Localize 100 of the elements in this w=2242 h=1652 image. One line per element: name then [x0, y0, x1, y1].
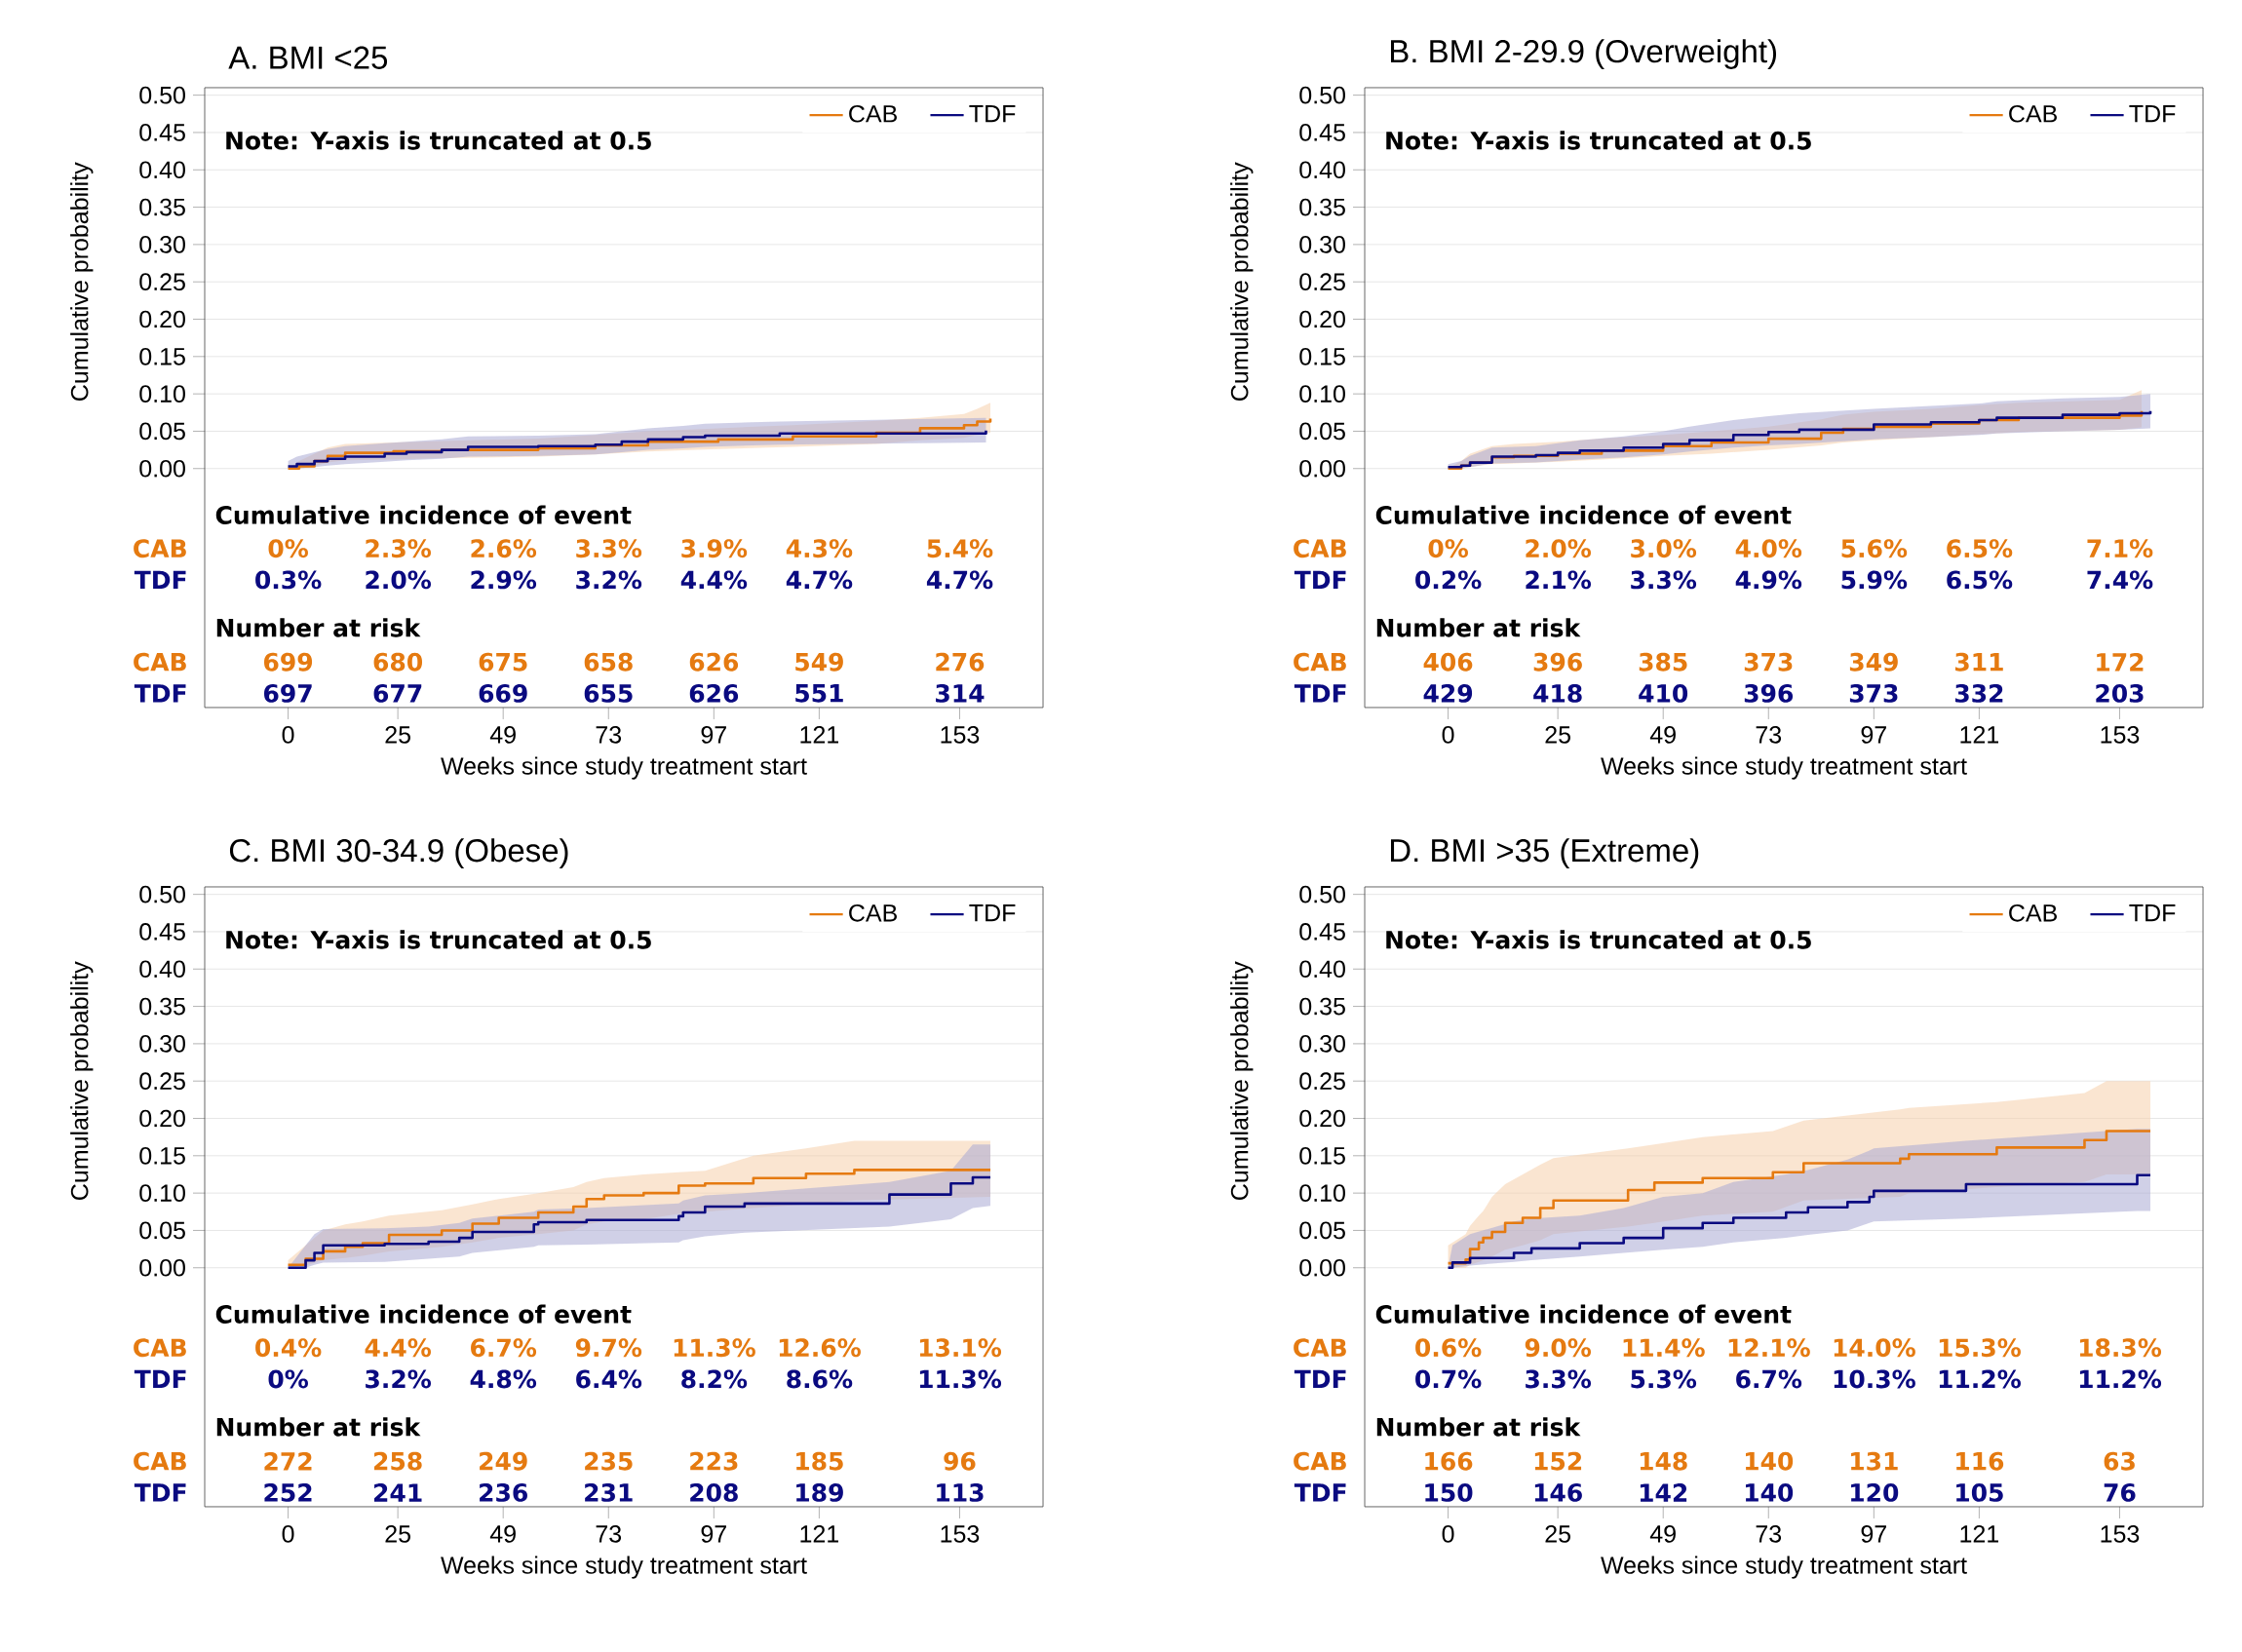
y-tick-label: 0.50 [1299, 885, 1345, 903]
annotation: 0.7% [1415, 1369, 1482, 1389]
y-tick-label: 0.50 [139, 86, 185, 104]
annotation: 396 [1744, 683, 1794, 703]
annotation: 12.1% [1728, 1338, 1810, 1358]
y-tick-label: 0.30 [139, 236, 185, 253]
annotation: 4.3% [786, 539, 853, 558]
annotation: 241 [374, 1483, 422, 1502]
text: TDF [134, 1483, 186, 1502]
text: TDF [1294, 684, 1346, 703]
annotation: 6.7% [471, 1338, 537, 1358]
annotation: 9.0% [1525, 1338, 1592, 1358]
annotation: Cumulative incidence of event [1375, 505, 1792, 524]
y-tick-label: 0.10 [1299, 385, 1345, 403]
text: TDF [1294, 570, 1346, 590]
x-tick-label: 153 [2101, 1525, 2140, 1543]
annotation: 11.3% [674, 1338, 755, 1358]
annotation: 63 [2104, 1451, 2135, 1471]
annotation: 4.8% [470, 1369, 537, 1389]
annotation: 11.2% [2079, 1369, 2162, 1389]
annotation: 5.3% [1631, 1369, 1697, 1389]
x-tick-label: 73 [1756, 1525, 1782, 1543]
y-axis-title: Cumulative probability [70, 961, 94, 1200]
annotation: 0% [268, 1369, 308, 1389]
annotation: 8.6% [787, 1369, 853, 1389]
x-tick-label: 0 [282, 1525, 294, 1543]
annotation: 203 [2096, 683, 2144, 703]
text: CAB [134, 1338, 186, 1358]
y-tick-label: 0.15 [139, 347, 185, 365]
annotation: 140 [1745, 1451, 1794, 1471]
annotation: Cumulative incidence of event [215, 505, 632, 524]
x-axis-title: Weeks since study treatment start [441, 1556, 807, 1579]
x-axis-title: Weeks since study treatment start [441, 756, 807, 780]
x-tick-label: 25 [1545, 726, 1570, 744]
annotation: 697 [264, 683, 312, 703]
x-axis-title: Weeks since study treatment start [1601, 756, 1967, 780]
annotation: 373 [1744, 652, 1793, 672]
x-tick-label: 73 [596, 1525, 622, 1543]
legend-label: TDF [969, 105, 1016, 123]
annotation: 4.4% [365, 1338, 432, 1358]
annotation: 13.1% [919, 1338, 1002, 1358]
annotation: 0.3% [255, 570, 322, 590]
y-tick-label: 0.25 [1299, 1072, 1345, 1091]
annotation: 349 [1849, 652, 1898, 672]
annotation: 669 [479, 683, 527, 703]
x-tick-label: 49 [1649, 1525, 1676, 1543]
annotation: 4.9% [1735, 570, 1802, 590]
x-tick-label: 49 [489, 726, 516, 744]
annotation: 3.3% [1631, 570, 1697, 590]
text: TDF [134, 684, 186, 703]
annotation: 116 [1956, 1451, 2004, 1471]
annotation: 276 [936, 652, 985, 672]
x-tick-label: 153 [941, 1525, 980, 1543]
legend-label: CAB [2009, 104, 2057, 123]
annotation: Note: Y-axis is truncated at 0.5 [226, 131, 651, 150]
annotation: 142 [1640, 1483, 1687, 1502]
text: TDF [134, 570, 186, 590]
annotation: 166 [1425, 1451, 1473, 1471]
y-tick-label: 0.50 [139, 885, 185, 903]
annotation: 396 [1533, 652, 1582, 672]
x-axis-title: Weeks since study treatment start [1601, 1556, 1967, 1579]
annotation: 11.2% [1939, 1369, 2021, 1389]
annotation: 14.0% [1834, 1338, 1915, 1358]
text: CAB [134, 652, 186, 672]
annotation: 252 [264, 1482, 312, 1502]
annotation: 18.3% [2079, 1338, 2162, 1358]
annotation: 626 [689, 652, 739, 672]
annotation: 626 [689, 683, 739, 703]
y-tick-label: 0.35 [139, 997, 185, 1016]
y-tick-label: 0.05 [1299, 422, 1345, 441]
y-tick-label: 0.05 [139, 1221, 185, 1240]
text: CAB [1294, 652, 1346, 672]
annotation: 258 [374, 1451, 422, 1471]
annotation: 551 [795, 684, 843, 703]
annotation: 11.3% [919, 1369, 1002, 1389]
x-tick-label: 73 [596, 726, 622, 744]
y-tick-label: 0.10 [139, 385, 185, 403]
annotation: 6.5% [1947, 539, 2013, 558]
annotation: 3.3% [1526, 1369, 1592, 1389]
text: TDF [1294, 1369, 1346, 1389]
text: CAB [1294, 1451, 1346, 1471]
annotation: 3.0% [1631, 539, 1697, 558]
legend-label: TDF [969, 904, 1016, 922]
x-tick-label: 121 [1960, 726, 1999, 744]
y-tick-label: 0.50 [1299, 86, 1345, 104]
y-tick-label: 0.00 [139, 1258, 185, 1277]
text: TDF [134, 1369, 186, 1389]
y-tick-label: 0.35 [1299, 997, 1345, 1016]
legend-label: TDF [2129, 904, 2176, 922]
annotation: 2.0% [1526, 539, 1592, 558]
annotation: Note: Y-axis is truncated at 0.5 [1386, 131, 1811, 150]
x-tick-label: 49 [489, 1525, 516, 1543]
annotation: 189 [796, 1482, 843, 1502]
annotation: 231 [585, 1482, 633, 1502]
y-tick-label: 0.30 [139, 1035, 185, 1053]
y-tick-label: 0.20 [139, 1109, 185, 1128]
x-tick-label: 0 [282, 726, 294, 744]
annotation: 311 [1954, 652, 2003, 672]
x-tick-label: 121 [800, 1525, 838, 1543]
y-axis-title: Cumulative probability [1230, 162, 1254, 401]
